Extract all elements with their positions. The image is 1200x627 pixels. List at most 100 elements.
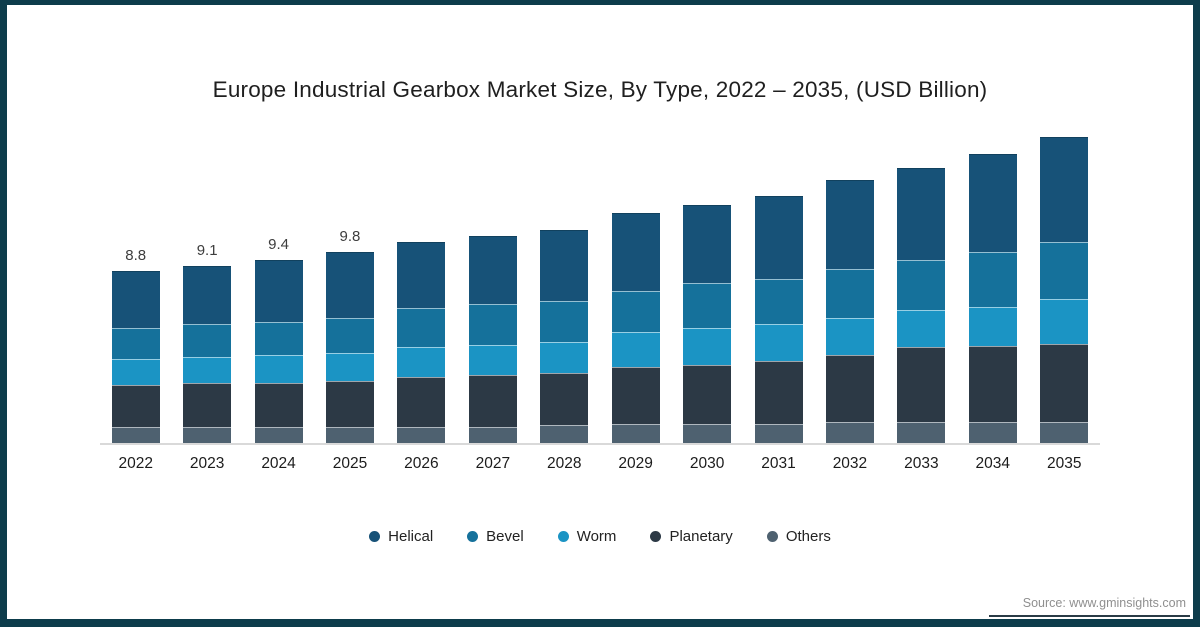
bar-segment-worm[interactable] [540,341,589,373]
bar-segment-worm[interactable] [897,310,946,348]
bar-stack [325,251,374,443]
bar-segment-bevel[interactable] [968,251,1017,307]
bar-segment-worm[interactable] [825,318,874,356]
bar-segment-helical[interactable] [468,236,517,305]
bar-segment-others[interactable] [540,425,589,443]
bar-segment-planetary[interactable] [683,365,732,424]
bar-group [600,131,671,443]
bar-segment-bevel[interactable] [897,259,946,311]
legend-item-worm[interactable]: Worm [557,528,616,545]
bar-total-label: 8.8 [125,247,147,265]
bar-segment-others[interactable] [897,421,946,443]
bar-segment-planetary[interactable] [111,384,160,428]
bar-segment-planetary[interactable] [1040,343,1089,422]
bar-segment-planetary[interactable] [325,380,374,428]
bar-segment-bevel[interactable] [540,300,589,342]
bar-segment-others[interactable] [968,421,1017,443]
bar-segment-worm[interactable] [683,328,732,365]
bar-segment-bevel[interactable] [1040,242,1089,299]
bar-segment-others[interactable] [683,423,732,443]
bar-total-label: 9.8 [339,227,361,245]
x-axis-label: 2030 [689,455,725,472]
bar-segment-planetary[interactable] [397,376,446,428]
bar-stack [183,265,232,443]
bar-group: 9.1 [171,131,242,443]
bar-segment-others[interactable] [397,427,446,443]
bar-segment-others[interactable] [183,427,232,443]
bar-segment-worm[interactable] [111,359,160,385]
bar-segment-planetary[interactable] [254,382,303,428]
bar-segment-bevel[interactable] [754,279,803,325]
bar-segment-planetary[interactable] [468,374,517,428]
bar-segment-worm[interactable] [754,324,803,362]
bar-segment-others[interactable] [254,427,303,443]
bar-group [886,131,957,443]
bar-segment-worm[interactable] [183,357,232,383]
x-axis-label: 2027 [475,455,511,472]
bar-segment-helical[interactable] [683,205,732,284]
bar-group [529,131,600,443]
bar-segment-worm[interactable] [968,306,1017,346]
bar-segment-worm[interactable] [611,331,660,367]
bar-segment-others[interactable] [1040,421,1089,443]
bar-segment-helical[interactable] [397,242,446,309]
bar-segment-bevel[interactable] [825,269,874,319]
bar-segment-others[interactable] [325,427,374,443]
bar-segment-helical[interactable] [754,195,803,280]
bar-segment-helical[interactable] [897,168,946,260]
plot-area: 8.8 9.1 9.4 9.8 [100,131,1100,445]
bar-segment-bevel[interactable] [183,324,232,358]
bar-segment-bevel[interactable] [254,322,303,356]
bar-segment-worm[interactable] [468,345,517,375]
source-link[interactable]: Source: www.gminsights.com [1022,596,1186,610]
bar-segment-planetary[interactable] [825,355,874,422]
x-axis-label: 2028 [547,455,582,472]
bar-segment-worm[interactable] [1040,298,1089,344]
legend-item-bevel[interactable]: Bevel [467,528,524,545]
bar-segment-bevel[interactable] [111,327,160,360]
bar-segment-helical[interactable] [540,230,589,301]
bar-segment-bevel[interactable] [611,290,660,332]
chart-title: Europe Industrial Gearbox Market Size, B… [212,77,988,102]
bar-segment-worm[interactable] [325,353,374,381]
bar-segment-helical[interactable] [254,259,303,323]
bar-segment-planetary[interactable] [183,382,232,428]
bar-segment-planetary[interactable] [540,372,589,426]
bar-segment-helical[interactable] [825,179,874,270]
bar-group: 9.8 [314,131,385,443]
bar-segment-helical[interactable] [325,251,374,319]
bar-segment-others[interactable] [468,427,517,443]
bar-segment-bevel[interactable] [683,283,732,328]
bar-segment-planetary[interactable] [754,361,803,424]
bar-segment-bevel[interactable] [325,318,374,354]
x-axis-label: 2022 [118,455,153,472]
x-axis-label: 2034 [975,455,1011,472]
bar-segment-others[interactable] [754,423,803,443]
legend-item-helical[interactable]: Helical [369,528,433,545]
legend-item-planetary[interactable]: Planetary [650,528,733,545]
legend-dot-icon [467,531,479,542]
legend-item-others[interactable]: Others [766,528,831,545]
bar-segment-bevel[interactable] [468,304,517,346]
bar-total-label: 9.1 [196,241,218,259]
bar-segment-planetary[interactable] [897,347,946,422]
bar-segment-others[interactable] [111,427,160,443]
legend-label: Others [785,528,831,545]
bar-group [957,131,1028,443]
bar-segment-bevel[interactable] [397,308,446,348]
bar-segment-others[interactable] [825,421,874,443]
bar-segment-helical[interactable] [1040,136,1089,243]
bar-segment-worm[interactable] [254,355,303,383]
bar-segment-helical[interactable] [611,212,660,291]
bar-segment-others[interactable] [611,423,660,443]
legend-label: Planetary [669,528,733,545]
bar-segment-worm[interactable] [397,347,446,377]
bar-segment-helical[interactable] [111,271,160,328]
bar-stack [1040,136,1089,443]
legend-label: Helical [388,528,434,545]
bar-segment-helical[interactable] [183,265,232,325]
bar-segment-planetary[interactable] [611,367,660,424]
bar-segment-helical[interactable] [968,154,1017,252]
bar-segment-planetary[interactable] [968,345,1017,422]
